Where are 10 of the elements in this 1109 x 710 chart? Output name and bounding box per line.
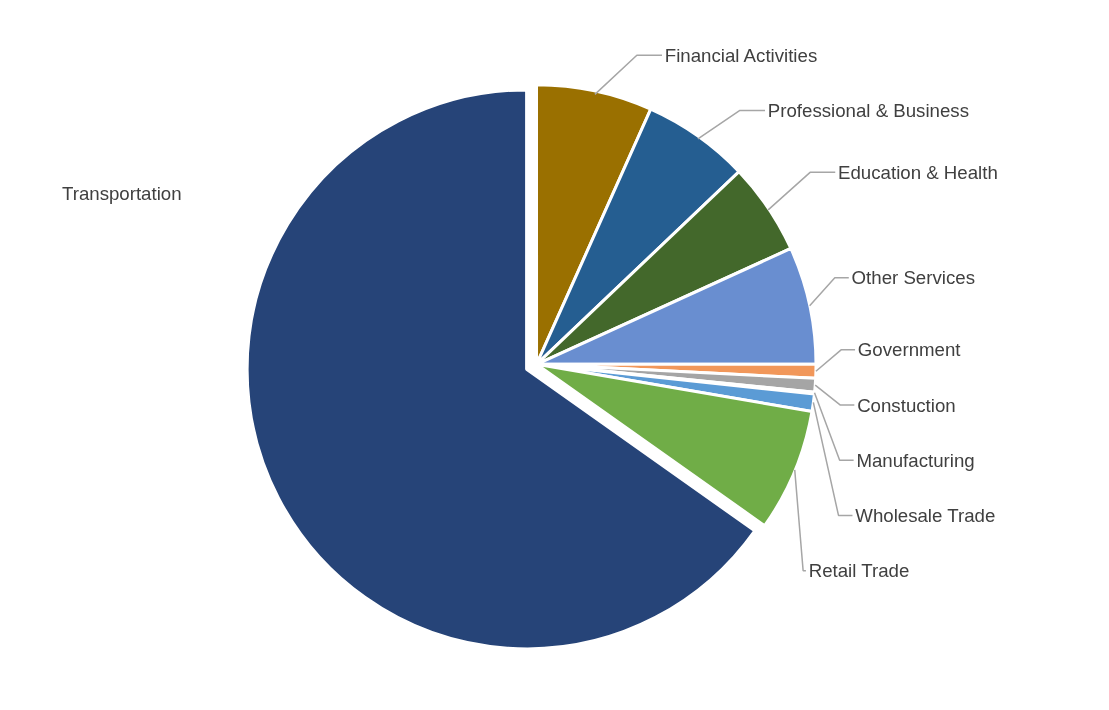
slice-label: Professional & Business <box>767 99 970 121</box>
slice-label: Constuction <box>857 394 956 416</box>
slice-label: Government <box>857 339 962 361</box>
slice-label: Retail Trade <box>808 560 910 582</box>
slice-label: Manufacturing <box>856 449 975 471</box>
slice-label: Education & Health <box>838 161 998 183</box>
slice-label: Other Services <box>851 267 975 289</box>
slice-label: Transportation <box>61 182 182 204</box>
slice-label: Financial Activities <box>664 44 818 66</box>
slice-label: Wholesale Trade <box>855 504 996 526</box>
